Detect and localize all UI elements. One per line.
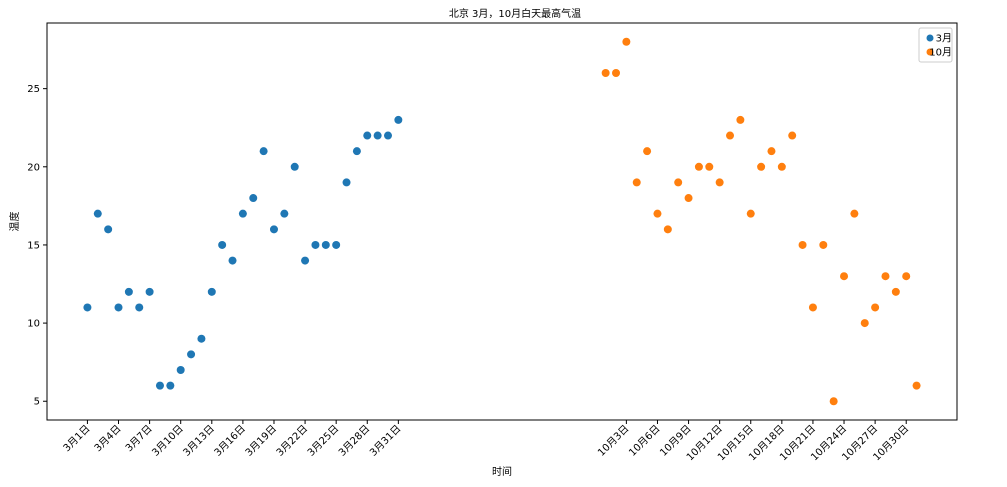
data-point <box>808 303 817 312</box>
data-point <box>757 162 766 171</box>
data-point <box>622 37 631 46</box>
data-point <box>736 115 745 124</box>
data-point <box>891 287 900 296</box>
data-point <box>674 178 683 187</box>
data-point <box>788 131 797 140</box>
data-point <box>902 272 911 281</box>
data-point <box>383 131 392 140</box>
data-point <box>93 209 102 218</box>
data-point <box>218 240 227 249</box>
series-march <box>83 115 403 390</box>
data-point <box>197 334 206 343</box>
data-point <box>726 131 735 140</box>
data-point <box>238 209 247 218</box>
data-point <box>332 240 341 249</box>
data-point <box>363 131 372 140</box>
series-october <box>601 37 921 406</box>
data-point <box>166 381 175 390</box>
y-tick-label: 25 <box>27 84 40 95</box>
legend-marker <box>926 48 934 56</box>
data-point <box>228 256 237 265</box>
data-point <box>860 319 869 328</box>
data-point <box>394 115 403 124</box>
data-point <box>612 69 621 78</box>
y-tick-label: 15 <box>27 240 40 251</box>
data-point <box>104 225 113 234</box>
data-points <box>83 37 921 406</box>
y-axis-title: 温度 <box>8 212 21 232</box>
data-point <box>777 162 786 171</box>
data-point <box>819 240 828 249</box>
data-point <box>311 240 320 249</box>
data-point <box>871 303 880 312</box>
data-point <box>912 381 921 390</box>
data-point <box>259 147 268 156</box>
y-tick-label: 20 <box>27 162 40 173</box>
data-point <box>145 287 154 296</box>
data-point <box>632 178 641 187</box>
x-axis-title: 时间 <box>492 465 512 478</box>
legend-marker <box>926 34 934 42</box>
y-tick-label: 5 <box>34 397 40 408</box>
data-point <box>694 162 703 171</box>
y-axis: 5 10 15 20 25 <box>27 84 47 408</box>
data-point <box>767 147 776 156</box>
chart-title: 北京 3月，10月白天最高气温 <box>449 7 581 20</box>
y-tick-label: 10 <box>27 319 40 330</box>
data-point <box>155 381 164 390</box>
data-point <box>663 225 672 234</box>
data-point <box>83 303 92 312</box>
data-point <box>352 147 361 156</box>
data-point <box>280 209 289 218</box>
data-point <box>705 162 714 171</box>
data-point <box>249 194 258 203</box>
data-point <box>269 225 278 234</box>
plot-area <box>46 22 958 421</box>
data-point <box>840 272 849 281</box>
data-point <box>321 240 330 249</box>
data-point <box>653 209 662 218</box>
data-point <box>207 287 216 296</box>
data-point <box>187 350 196 359</box>
data-point <box>798 240 807 249</box>
data-point <box>124 287 133 296</box>
data-point <box>829 397 838 406</box>
data-point <box>715 178 724 187</box>
data-point <box>746 209 755 218</box>
legend-label: 3月 <box>936 33 952 45</box>
data-point <box>290 162 299 171</box>
data-point <box>881 272 890 281</box>
data-point <box>342 178 351 187</box>
data-point <box>301 256 310 265</box>
data-point <box>850 209 859 218</box>
data-point <box>176 365 185 374</box>
data-point <box>114 303 123 312</box>
data-point <box>643 147 652 156</box>
data-point <box>601 69 610 78</box>
data-point <box>373 131 382 140</box>
legend-label: 10月 <box>929 47 952 59</box>
data-point <box>684 194 693 203</box>
data-point <box>135 303 144 312</box>
